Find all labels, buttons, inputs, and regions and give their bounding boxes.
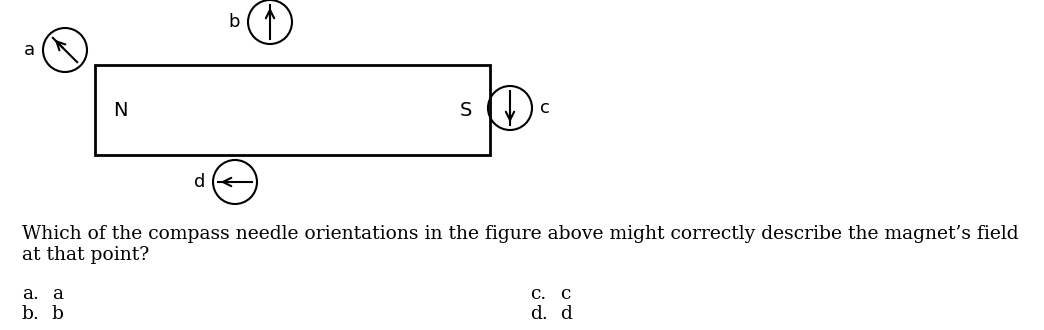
Text: d: d [560, 305, 572, 323]
Text: N: N [113, 101, 127, 119]
Text: S: S [459, 101, 472, 119]
Text: b.: b. [22, 305, 40, 323]
Text: c.: c. [530, 285, 546, 303]
Text: c: c [540, 99, 550, 117]
Text: Which of the compass needle orientations in the figure above might correctly des: Which of the compass needle orientations… [22, 225, 1019, 264]
Text: d.: d. [530, 305, 548, 323]
Bar [95, 65, 490, 155]
Text: b: b [52, 305, 64, 323]
Text: c: c [560, 285, 570, 303]
Text: a: a [24, 41, 35, 59]
Text: b: b [229, 13, 240, 31]
Text: d: d [193, 173, 205, 191]
Text: a: a [52, 285, 63, 303]
Text: a.: a. [22, 285, 39, 303]
